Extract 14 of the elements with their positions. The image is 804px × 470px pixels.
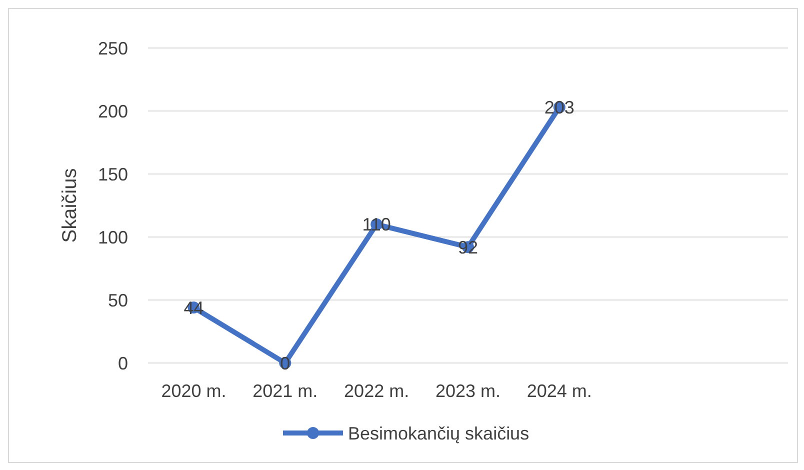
- x-tick-label: 2022 m.: [344, 381, 410, 401]
- x-tick-label: 2021 m.: [252, 381, 318, 401]
- x-tick-label: 2024 m.: [526, 381, 592, 401]
- y-tick-label: 100: [98, 227, 128, 248]
- y-axis-title: Skaičius: [59, 168, 81, 243]
- legend-label: Besimokančių skaičius: [348, 423, 530, 444]
- y-tick-label: 0: [118, 353, 128, 374]
- y-tick-label: 250: [98, 38, 128, 58]
- y-tick-label: 200: [98, 101, 128, 122]
- data-label: 0: [280, 353, 290, 374]
- x-tick-label: 2023 m.: [435, 381, 501, 401]
- y-tick-label: 150: [98, 164, 128, 184]
- y-tick-label: 50: [108, 290, 128, 310]
- x-tick-label: 2020 m.: [161, 381, 226, 401]
